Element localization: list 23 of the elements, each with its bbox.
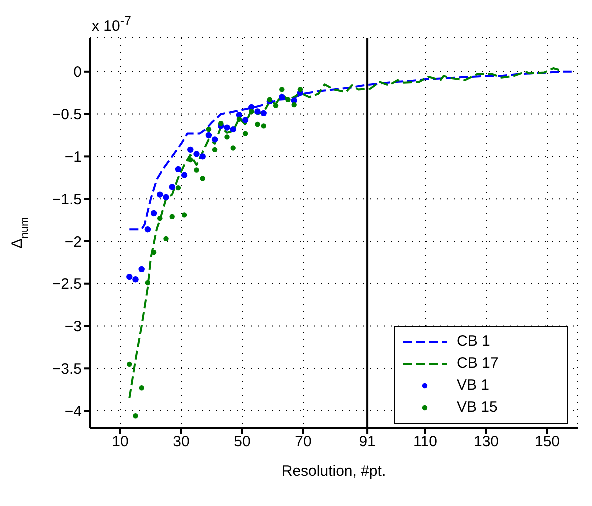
legend-label: CB 1: [457, 332, 490, 352]
x-tick-label: 70: [295, 434, 312, 451]
x-tick-label: 110: [414, 434, 438, 451]
x-tick-label: 50: [234, 434, 251, 451]
y-tick-label: −2.5: [52, 276, 82, 294]
y-tick-label: −4: [64, 403, 82, 420]
y-tick-label: −0.5: [52, 106, 82, 124]
text: x 10$^{-7}$: [92, 14, 132, 35]
x-tick-label: 130: [474, 434, 500, 451]
legend-label: CB 17: [457, 354, 499, 374]
x-tick-label: 30: [173, 434, 190, 451]
y-tick-label: −1.5: [52, 191, 82, 208]
y-tick-label: −3: [64, 318, 82, 336]
x-axis-title: Resolution, #pt.: [282, 463, 386, 480]
y-tick-label: −3.5: [52, 360, 82, 378]
y-tick-label: −2: [64, 234, 82, 251]
x-tick-label: 91: [359, 434, 376, 451]
legend-label: VB 15: [457, 398, 498, 418]
x-tick-label: 150: [534, 434, 560, 451]
y-tick-label: 0: [74, 64, 82, 82]
x-tick-label: 10: [112, 434, 129, 451]
legend-label: VB 1: [457, 376, 490, 396]
y-tick-label: −1: [64, 149, 82, 166]
